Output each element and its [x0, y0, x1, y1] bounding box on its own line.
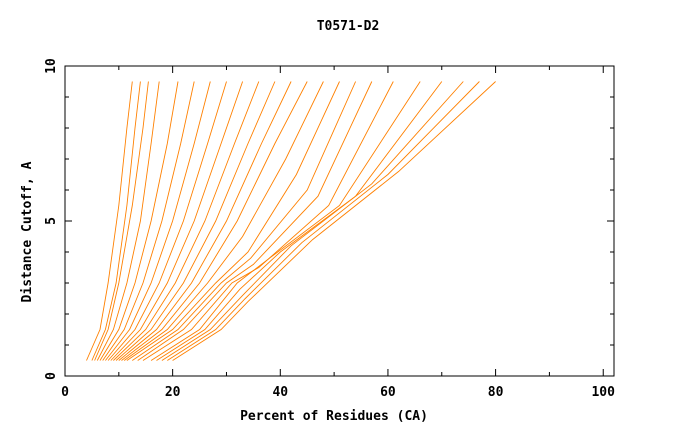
series-line-13: [121, 81, 308, 361]
x-tick-label: 100: [591, 385, 615, 400]
x-tick-label: 40: [272, 385, 288, 400]
series-line-7: [105, 81, 211, 361]
series-layer: [86, 81, 496, 361]
series-line-11: [115, 81, 276, 361]
series-line-9: [110, 81, 244, 361]
series-line-20: [156, 81, 443, 361]
y-tick-label: 10: [44, 58, 59, 74]
x-tick-label: 20: [165, 385, 181, 400]
series-line-17: [137, 81, 373, 361]
series-line-4: [96, 81, 160, 361]
y-tick-label: 5: [44, 217, 59, 225]
x-tick-label: 60: [380, 385, 396, 400]
x-axis-label: Percent of Residues (CA): [240, 409, 428, 424]
chart-title: T0571-D2: [317, 19, 380, 34]
series-line-14: [123, 81, 324, 361]
series-line-3: [94, 81, 149, 361]
series-line-8: [107, 81, 227, 361]
series-line-18: [142, 81, 394, 361]
series-line-6: [102, 81, 195, 361]
series-line-21: [161, 81, 464, 361]
x-tick-label: 0: [61, 385, 69, 400]
series-line-19: [150, 81, 421, 361]
y-tick-label: 0: [44, 372, 59, 380]
axes-layer: 0 20 40 60 80 100 0 5 10: [44, 58, 615, 400]
series-line-2: [91, 81, 141, 361]
plot-frame: [64, 65, 615, 377]
series-line-22: [167, 81, 480, 361]
series-line-5: [99, 81, 179, 361]
x-tick-label: 80: [488, 385, 504, 400]
series-line-23: [172, 81, 496, 361]
series-line-16: [132, 81, 357, 361]
series-line-12: [118, 81, 292, 361]
series-line-1: [86, 81, 133, 361]
series-line-15: [126, 81, 340, 361]
series-line-10: [113, 81, 260, 361]
y-axis-label: Distance Cutoff, A: [20, 161, 35, 302]
